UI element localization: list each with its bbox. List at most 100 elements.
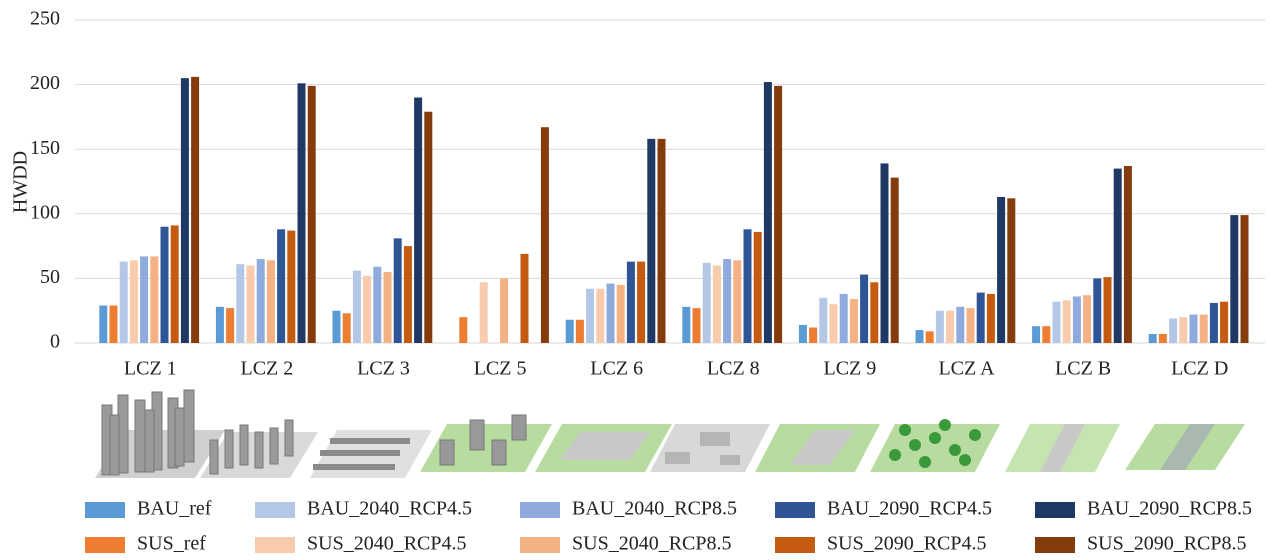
bar bbox=[1007, 198, 1015, 343]
bar bbox=[541, 127, 549, 343]
bar bbox=[1032, 326, 1040, 343]
bar bbox=[140, 256, 148, 343]
bar bbox=[171, 225, 179, 343]
bar bbox=[946, 311, 954, 343]
bar bbox=[414, 98, 422, 343]
bar bbox=[1104, 277, 1112, 343]
x-tick-label: LCZ D bbox=[1171, 358, 1228, 380]
x-tick-label: LCZ 5 bbox=[474, 358, 527, 380]
bar bbox=[1200, 315, 1208, 343]
bar bbox=[576, 320, 584, 343]
bar bbox=[997, 197, 1005, 343]
chart: HWDD 050100150200250LCZ 1LCZ 2LCZ 3LCZ 5… bbox=[0, 0, 1271, 560]
bar bbox=[521, 254, 529, 343]
bar bbox=[566, 320, 574, 343]
x-tick-label: LCZ B bbox=[1055, 358, 1111, 380]
legend-label: SUS_2090_RCP8.5 bbox=[1087, 533, 1247, 555]
bar bbox=[1124, 166, 1132, 343]
legend-label: BAU_2090_RCP4.5 bbox=[827, 498, 992, 520]
x-tick-label: LCZ A bbox=[938, 358, 995, 380]
bar bbox=[99, 306, 107, 343]
legend-swatch bbox=[1035, 537, 1075, 553]
bar bbox=[977, 293, 985, 343]
bar bbox=[967, 308, 975, 343]
bar bbox=[881, 163, 889, 343]
bar bbox=[298, 83, 306, 343]
legend-label: BAU_ref bbox=[137, 498, 212, 520]
legend-swatch bbox=[255, 502, 295, 518]
bar bbox=[1190, 315, 1198, 343]
bar bbox=[647, 139, 655, 343]
bar bbox=[1241, 215, 1249, 343]
x-tick-label: LCZ 2 bbox=[241, 358, 294, 380]
bar bbox=[703, 263, 711, 343]
bar bbox=[130, 260, 138, 343]
bar bbox=[308, 86, 316, 343]
bar bbox=[287, 231, 295, 343]
x-tick-label: LCZ 9 bbox=[824, 358, 877, 380]
bar bbox=[373, 267, 381, 343]
bar bbox=[1114, 169, 1122, 343]
x-tick-label: LCZ 8 bbox=[707, 358, 760, 380]
legend-label: SUS_ref bbox=[137, 533, 206, 555]
bar bbox=[627, 262, 635, 343]
legend-label: BAU_2040_RCP4.5 bbox=[307, 498, 472, 520]
bar bbox=[774, 86, 782, 343]
bar bbox=[1083, 295, 1091, 343]
y-tick-label: 250 bbox=[30, 8, 60, 30]
bar bbox=[936, 311, 944, 343]
lcz-icons bbox=[95, 390, 1245, 478]
bar bbox=[459, 317, 467, 343]
x-tick-label: LCZ 1 bbox=[124, 358, 177, 380]
bar bbox=[850, 299, 858, 343]
bar bbox=[1073, 296, 1081, 343]
legend-swatch bbox=[255, 537, 295, 553]
bar bbox=[764, 82, 772, 343]
y-tick-label: 200 bbox=[30, 72, 60, 94]
bar bbox=[617, 285, 625, 343]
bar bbox=[637, 262, 645, 343]
bar bbox=[693, 308, 701, 343]
bar bbox=[1179, 317, 1187, 343]
y-tick-label: 150 bbox=[30, 137, 60, 159]
bar bbox=[596, 289, 604, 343]
bar bbox=[191, 77, 199, 343]
bar bbox=[277, 229, 285, 343]
y-tick-label: 0 bbox=[50, 331, 60, 353]
bar bbox=[236, 264, 244, 343]
bar bbox=[713, 265, 721, 343]
legend-label: BAU_2040_RCP8.5 bbox=[572, 498, 737, 520]
bar bbox=[343, 313, 351, 343]
legend-label: SUS_2040_RCP4.5 bbox=[307, 533, 467, 555]
bar bbox=[723, 259, 731, 343]
bar bbox=[1063, 300, 1071, 343]
bar bbox=[860, 275, 868, 343]
page: HWDD 050100150200250LCZ 1LCZ 2LCZ 3LCZ 5… bbox=[0, 0, 1271, 560]
bar bbox=[267, 260, 275, 343]
bar bbox=[1230, 215, 1238, 343]
bar bbox=[1159, 334, 1167, 343]
bar bbox=[161, 227, 169, 343]
y-tick-label: 50 bbox=[40, 266, 60, 288]
bar bbox=[394, 238, 402, 343]
legend-swatch bbox=[775, 502, 815, 518]
bar bbox=[891, 178, 899, 343]
bar bbox=[733, 260, 741, 343]
bar bbox=[1093, 278, 1101, 343]
bar bbox=[754, 232, 762, 343]
bar bbox=[658, 139, 666, 343]
legend-label: SUS_2090_RCP4.5 bbox=[827, 533, 987, 555]
bar bbox=[363, 276, 371, 343]
legend-swatch bbox=[85, 502, 125, 518]
legend-swatch bbox=[520, 502, 560, 518]
bar bbox=[1210, 303, 1218, 343]
legend-label: BAU_2090_RCP8.5 bbox=[1087, 498, 1252, 520]
x-tick-label: LCZ 6 bbox=[590, 358, 643, 380]
legend-swatch bbox=[520, 537, 560, 553]
bar bbox=[181, 78, 189, 343]
bar bbox=[682, 307, 690, 343]
bar bbox=[1042, 326, 1050, 343]
bar bbox=[384, 272, 392, 343]
bar bbox=[987, 294, 995, 343]
bar bbox=[216, 307, 224, 343]
